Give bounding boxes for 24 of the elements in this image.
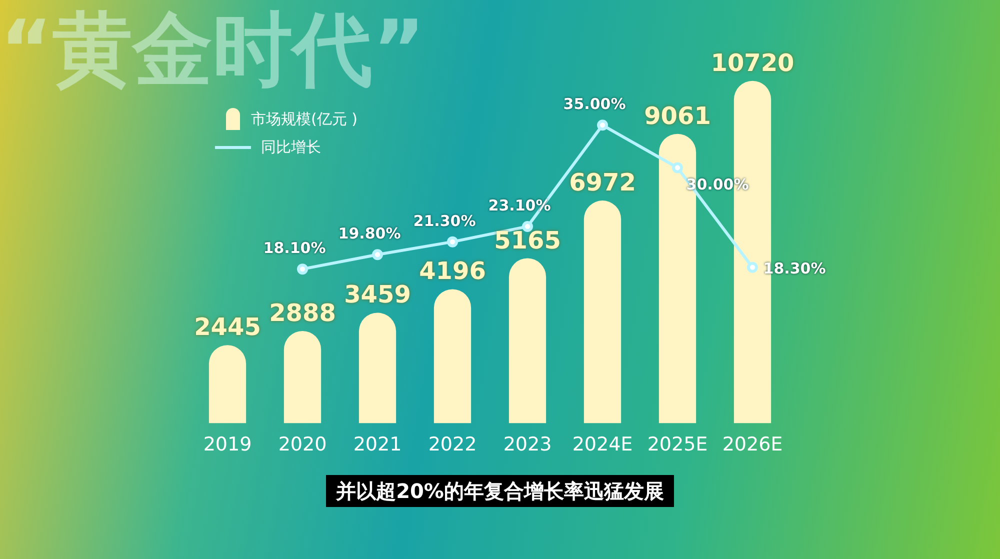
x-tick-label: 2023 [503, 434, 552, 456]
data-label: 18.10% [263, 239, 326, 258]
x-tick-label: 2020 [278, 434, 327, 456]
data-label: 21.30% [413, 212, 476, 230]
data-label: 2445 [194, 313, 261, 342]
data-label: 9061 [644, 102, 711, 130]
data-label: 35.00% [563, 95, 626, 114]
data-label: 19.80% [338, 224, 401, 243]
x-tick-label: 2026E [722, 434, 783, 456]
x-tick-label: 2021 [353, 434, 402, 456]
x-tick-label: 2019 [203, 434, 252, 456]
chart-title: “黄金时代” [0, 2, 426, 98]
x-tick-label: 2024E [572, 434, 633, 456]
data-label: 10720 [710, 48, 794, 77]
data-label: 2888 [269, 298, 336, 327]
legend-label: 同比增长 [261, 138, 321, 157]
data-label: 6972 [569, 168, 636, 197]
x-tick-label: 2022 [428, 434, 477, 456]
text: 并以超20%的年复合增长率迅猛发展 [326, 475, 674, 507]
data-label: 4196 [419, 257, 486, 286]
data-label: 5165 [494, 226, 561, 254]
data-label: 3459 [344, 280, 411, 309]
x-tick-label: 2025E [647, 434, 708, 456]
legend-label: 市场规模(亿元 ) [251, 110, 358, 128]
